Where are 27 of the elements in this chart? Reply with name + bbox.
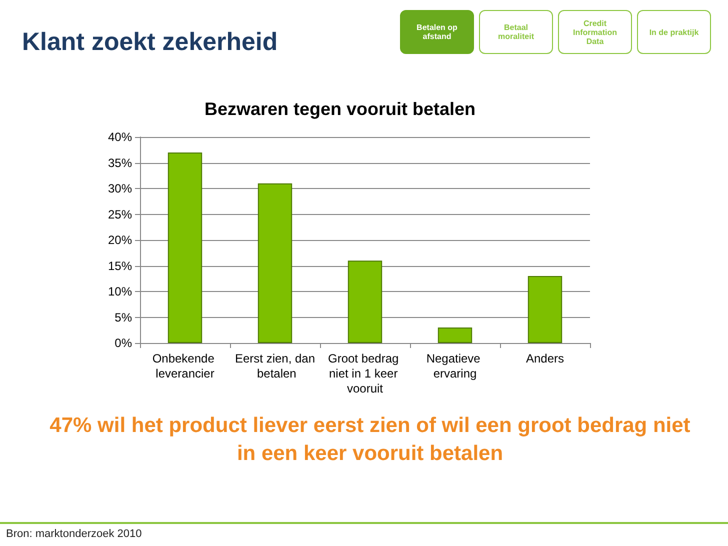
text: Credit Information Data — [558, 10, 632, 54]
text: In de praktijk — [637, 10, 711, 54]
y-tick-label: 10% — [108, 284, 132, 298]
x-tick-label: Anders — [526, 352, 564, 366]
text: 47% wil het product liever eerst zien of wil een groot bedrag niet in een keer vooruit betalen — [48, 413, 692, 467]
bar — [438, 328, 472, 343]
text: Betalen op afstand — [400, 10, 474, 54]
y-tick-label: 40% — [108, 130, 132, 144]
y-tick-label: 15% — [108, 258, 132, 273]
bar — [258, 183, 292, 343]
x-tick-label: Eerst zien, dan betalen — [234, 352, 316, 380]
text: Betaal moraliteit — [479, 10, 553, 54]
y-tick-label: 0% — [114, 336, 132, 350]
text: Bron: marktonderzoek 2010 — [6, 528, 142, 540]
text: Klant zoekt zekerheid — [22, 28, 278, 57]
x-tick-label: Groot bedrag niet in 1 keer vooruit — [328, 352, 402, 396]
bar — [168, 152, 202, 343]
y-tick-label: 20% — [108, 233, 132, 247]
y-tick-label: 5% — [114, 310, 132, 324]
y-tick-label: 30% — [108, 182, 132, 196]
bar — [528, 276, 562, 343]
y-tick-label: 25% — [108, 207, 132, 222]
x-tick-label: Negatieve ervaring — [426, 352, 484, 380]
bar — [348, 260, 382, 343]
y-tick-label: 35% — [108, 156, 132, 170]
chart-title: Bezwaren tegen vooruit betalen — [204, 99, 476, 119]
x-tick-label: Onbekende leverancier — [152, 352, 218, 380]
